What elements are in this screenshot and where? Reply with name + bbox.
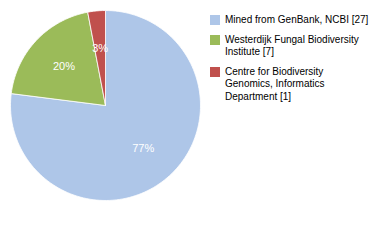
html-text:Centre for Biodiversity Genomi: Centre for Biodiversity Genomics, Inform… bbox=[225, 65, 325, 102]
svg-text:77%: 77% bbox=[132, 142, 154, 154]
html-text:Westerdijk Fungal Biodiversity: Westerdijk Fungal Biodiversity Institute… bbox=[225, 33, 359, 57]
html-text:Mined from GenBank, NCBI [27]: Mined from GenBank, NCBI [27] bbox=[225, 14, 369, 25]
svg-text:3%: 3% bbox=[92, 42, 108, 54]
svg-text:20%: 20% bbox=[53, 60, 75, 72]
